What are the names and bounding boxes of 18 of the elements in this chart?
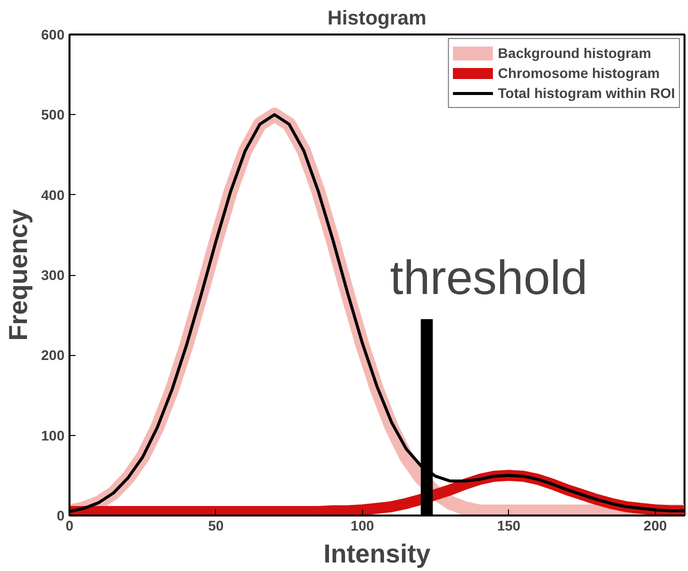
annotation: threshold bbox=[390, 252, 588, 306]
legend-label: Background histogram bbox=[498, 45, 652, 61]
y-tick-label: 400 bbox=[41, 186, 65, 203]
y-tick-label: 300 bbox=[41, 267, 65, 283]
x-tick-label: 50 bbox=[208, 518, 224, 534]
y-tick-label: 600 bbox=[41, 26, 65, 42]
x-tick-label: 100 bbox=[350, 518, 374, 534]
y-tick-label: 100 bbox=[41, 427, 65, 444]
x-axis-title: Intensity bbox=[324, 538, 431, 568]
x-tick-label: 200 bbox=[644, 518, 668, 534]
legend-label: Chromosome histogram bbox=[498, 65, 660, 81]
y-tick-label: 200 bbox=[41, 347, 65, 364]
legend-label: Total histogram within ROI bbox=[498, 85, 675, 101]
y-tick-label: 500 bbox=[41, 106, 65, 123]
x-tick-label: 150 bbox=[497, 518, 521, 534]
chart-title: Histogram bbox=[328, 8, 426, 30]
y-tick-label: 0 bbox=[56, 508, 65, 524]
y-axis-title: Frequency bbox=[3, 208, 34, 341]
